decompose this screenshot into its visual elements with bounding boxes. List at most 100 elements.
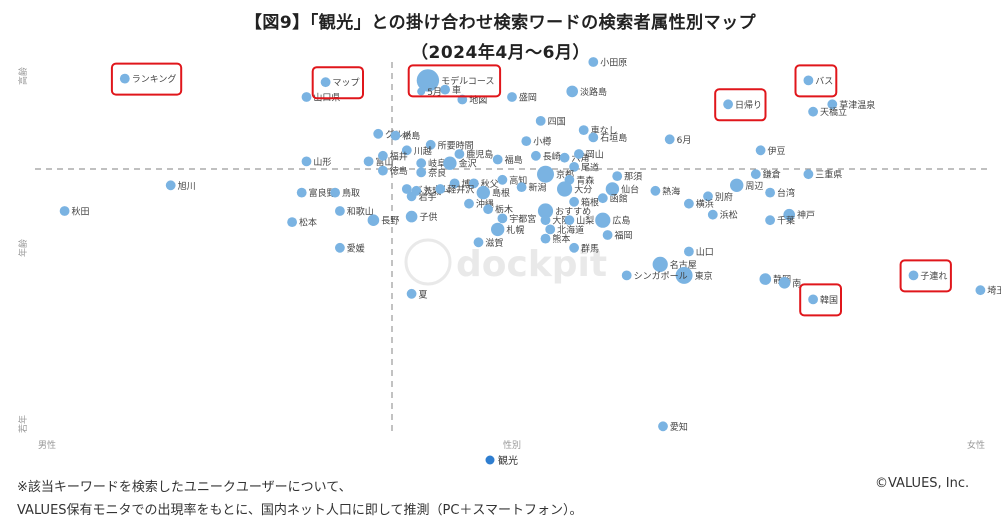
data-point-marker — [491, 222, 505, 237]
data-point-marker — [535, 116, 546, 126]
data-point-label: 福島 — [505, 154, 523, 166]
data-point-marker — [730, 178, 744, 192]
data-point-label: 周辺 — [745, 181, 763, 192]
data-point-marker — [703, 191, 713, 202]
data-point-label: 5月 — [427, 87, 442, 98]
data-point-marker — [335, 242, 345, 253]
x-axis-left-label: 男性 — [38, 439, 56, 451]
data-point-marker — [602, 230, 613, 240]
data-point-marker — [684, 246, 694, 257]
data-point-marker — [516, 182, 527, 193]
data-point-label: 宇都宮 — [509, 213, 536, 225]
data-point-marker — [569, 242, 579, 253]
data-point-marker — [378, 165, 388, 176]
data-point-marker — [425, 139, 436, 150]
data-point-label: 群馬 — [581, 242, 599, 254]
data-point-label: 石垣島 — [600, 132, 627, 144]
data-point-marker — [440, 84, 450, 95]
data-point-label: 岐阜 — [428, 158, 446, 170]
data-point-label: 夏 — [419, 289, 428, 300]
data-point-label: 東京 — [695, 270, 713, 282]
data-point-marker — [783, 208, 795, 221]
data-point-marker — [335, 206, 345, 216]
data-point-marker — [507, 92, 517, 102]
highlight-box — [899, 259, 952, 293]
data-point-marker — [759, 273, 772, 285]
data-point-label: 福岡 — [615, 230, 633, 242]
data-point-label: 愛媛 — [347, 242, 365, 254]
data-point-label: 和歌山 — [347, 206, 374, 218]
data-point-label: 山梨 — [576, 215, 594, 227]
data-point-label: 草津温泉 — [839, 99, 875, 111]
data-point-marker — [652, 256, 668, 272]
data-point-marker — [658, 421, 668, 432]
data-point-label: 札幌 — [506, 224, 524, 236]
data-point-marker — [765, 187, 775, 198]
data-point-marker — [755, 145, 766, 156]
data-point-marker — [803, 75, 814, 86]
data-point-label: 6月 — [677, 135, 692, 146]
data-point-marker — [443, 156, 457, 170]
data-point-marker — [59, 206, 70, 216]
data-point-marker — [540, 233, 551, 244]
data-point-label: 車 — [452, 84, 461, 96]
data-point-label: 鳥取 — [342, 187, 360, 199]
data-point-label: 北海道 — [557, 224, 584, 236]
data-point-label: 広島 — [612, 215, 630, 227]
data-point-label: 四国 — [548, 116, 566, 127]
data-point-label: 淡路島 — [580, 86, 607, 98]
data-point-marker — [675, 266, 693, 284]
data-point-label: 鎌倉 — [763, 169, 781, 181]
data-point-marker — [808, 294, 818, 305]
data-point-label: シンガポール — [634, 271, 688, 282]
data-point-label: 松本 — [299, 217, 317, 229]
data-point-label: 新潟 — [529, 182, 547, 194]
highlight-box — [714, 88, 767, 122]
data-point-marker — [574, 149, 584, 159]
highlight-box — [407, 64, 502, 98]
data-point-marker — [564, 215, 575, 226]
data-point-label: 島根 — [492, 187, 510, 199]
footnote-line-2: VALUES保有モニタでの出現率をもとに、国内ネット人口に即して推測（PC＋スマ… — [17, 503, 583, 518]
watermark-text: dockpit — [456, 244, 607, 285]
data-point-marker — [569, 162, 579, 172]
data-point-label: 千葉 — [777, 215, 795, 227]
data-point-label: 所要時間 — [438, 140, 474, 151]
data-point-marker — [597, 193, 608, 204]
data-point-marker — [765, 215, 775, 226]
data-point-marker — [537, 165, 554, 183]
data-point-marker — [827, 99, 838, 110]
data-point-label: 奈良 — [428, 167, 446, 179]
data-point-marker — [301, 92, 312, 102]
data-point-marker — [557, 181, 573, 197]
data-point-marker — [401, 145, 412, 156]
data-point-label: おすすめ — [555, 207, 591, 218]
data-point-marker — [537, 203, 554, 219]
data-point-label: 日帰り — [735, 99, 762, 111]
data-point-marker — [778, 277, 791, 289]
data-point-marker — [416, 69, 440, 92]
chart-subtitle: （2024年4月〜6月） — [411, 43, 590, 63]
data-point-marker — [569, 196, 579, 207]
center-point-marker — [485, 455, 495, 465]
data-point-marker — [417, 87, 426, 96]
data-point-label: 別府 — [715, 191, 733, 203]
data-point-label: 小田原 — [600, 58, 627, 69]
data-point-label: 岩手 — [419, 191, 437, 203]
data-point-label: ベトナム — [414, 185, 450, 196]
data-point-label: 浜松 — [720, 209, 738, 221]
data-point-label: 盛岡 — [519, 92, 537, 104]
data-point-label: 山形 — [313, 156, 331, 168]
footnote-line-1: ※該当キーワードを検索したユニークユーザーについて、 — [17, 480, 352, 495]
watermark: dockpit — [404, 238, 607, 286]
data-point-label: 川越 — [414, 145, 432, 157]
data-point-label: 滋賀 — [485, 237, 503, 249]
data-point-marker — [588, 132, 599, 143]
watermark-logo-icon — [404, 238, 452, 286]
data-point-label: 名古屋 — [670, 259, 697, 271]
data-point-label: 長野 — [381, 216, 399, 227]
data-point-marker — [401, 184, 412, 194]
chart-title: 【図9】「観光」との掛け合わせ検索ワードの検索者属性別マップ — [244, 13, 757, 33]
data-point-label: ランキング — [132, 73, 177, 85]
data-point-marker — [808, 106, 818, 117]
